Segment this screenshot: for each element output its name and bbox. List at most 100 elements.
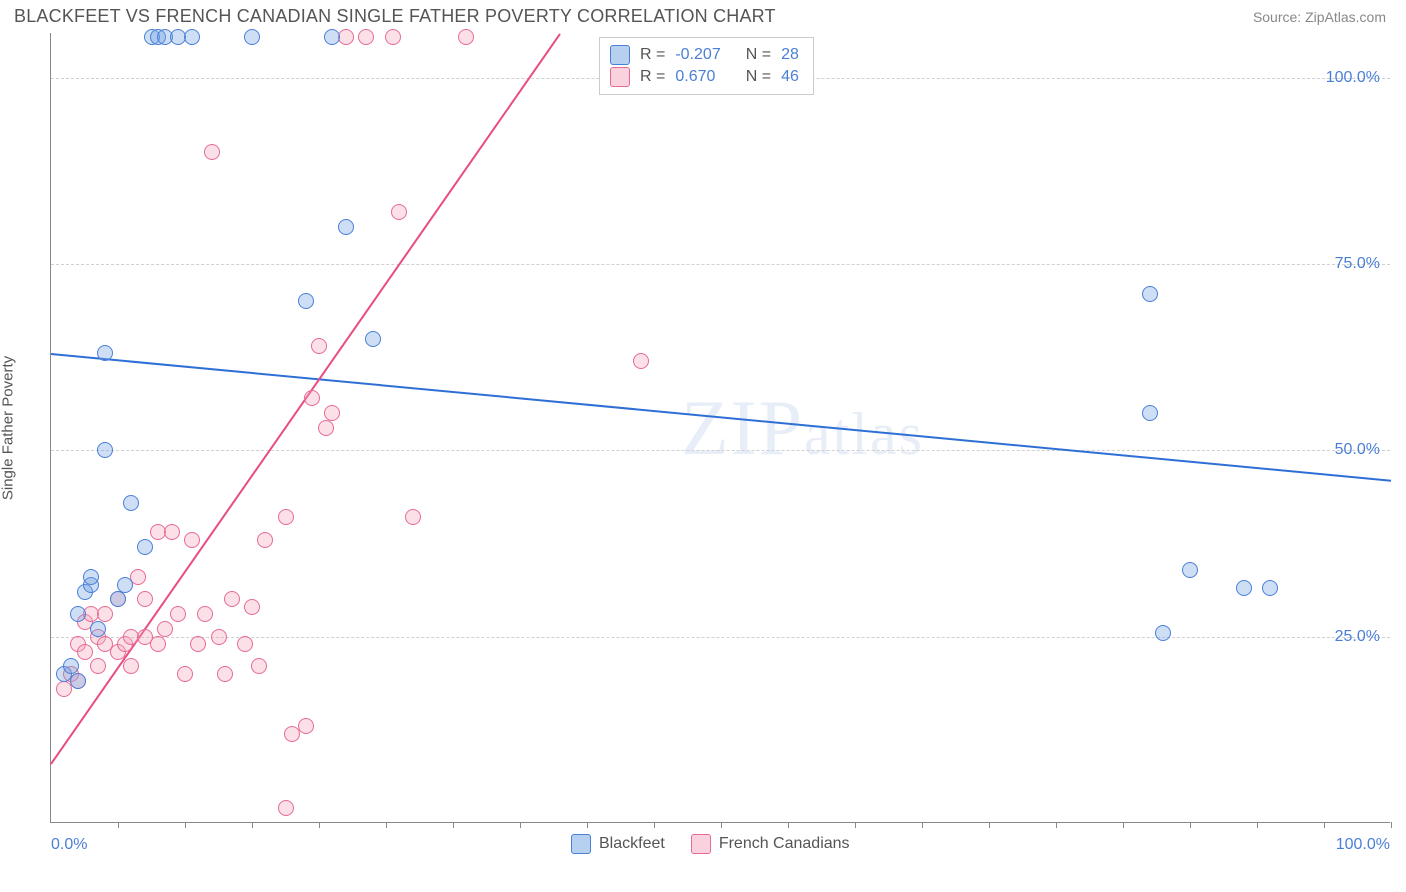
scatter-point [1142,286,1158,302]
scatter-point [97,345,113,361]
scatter-point [90,621,106,637]
scatter-point [90,658,106,674]
x-tick [721,822,722,828]
legend-item: Blackfeet [571,834,665,854]
scatter-point [244,599,260,615]
x-tick [185,822,186,828]
bottom-legend: Blackfeet French Canadians [571,834,850,854]
x-tick [654,822,655,828]
scatter-point [405,509,421,525]
y-tick-label: 100.0% [1326,69,1380,87]
stat-r-value: 0.670 [675,68,731,86]
x-tick [319,822,320,828]
legend-label: Blackfeet [599,835,665,853]
x-tick-label: 0.0% [51,836,87,854]
x-tick [520,822,521,828]
chart-title: BLACKFEET VS FRENCH CANADIAN SINGLE FATH… [14,6,776,27]
scatter-point [298,293,314,309]
scatter-point [70,673,86,689]
regression-line [51,353,1391,482]
y-tick-label: 25.0% [1335,628,1380,646]
scatter-point [318,420,334,436]
scatter-point [458,29,474,45]
scatter-point [217,666,233,682]
scatter-point [97,442,113,458]
stat-r-value: -0.207 [675,46,731,64]
scatter-point [224,591,240,607]
scatter-point [110,591,126,607]
scatter-point [197,606,213,622]
scatter-point [137,539,153,555]
scatter-point [1155,625,1171,641]
scatter-point [251,658,267,674]
scatter-point [177,666,193,682]
stat-r-label: R = [640,68,665,86]
scatter-point [1142,405,1158,421]
scatter-point [257,532,273,548]
scatter-point [304,390,320,406]
gridline [51,264,1390,265]
scatter-point [338,219,354,235]
legend-swatch [610,45,630,65]
chart-container: Single Father Poverty ZIPatlas 25.0%50.0… [14,33,1392,823]
scatter-point [204,144,220,160]
x-tick [989,822,990,828]
scatter-point [324,405,340,421]
legend-item: French Canadians [691,834,850,854]
scatter-point [311,338,327,354]
stats-row: R = 0.670 N = 46 [610,66,799,88]
scatter-point [164,524,180,540]
scatter-point [358,29,374,45]
x-tick [1391,822,1392,828]
scatter-point [77,644,93,660]
gridline [51,637,1390,638]
x-tick [453,822,454,828]
scatter-point [633,353,649,369]
source-attribution: Source: ZipAtlas.com [1253,9,1386,25]
scatter-point [150,636,166,652]
x-tick [1056,822,1057,828]
stat-n-value: 28 [781,46,799,64]
scatter-point [244,29,260,45]
x-tick [587,822,588,828]
x-tick [1123,822,1124,828]
x-tick [1190,822,1191,828]
legend-swatch [610,67,630,87]
scatter-point [365,331,381,347]
scatter-point [83,569,99,585]
x-tick [1324,822,1325,828]
scatter-point [117,577,133,593]
y-axis-label: Single Father Poverty [0,356,17,500]
scatter-plot: ZIPatlas 25.0%50.0%75.0%100.0%0.0%100.0%… [50,33,1390,823]
scatter-point [70,606,86,622]
stats-row: R =-0.207 N =28 [610,44,799,66]
x-tick [386,822,387,828]
scatter-point [237,636,253,652]
x-tick-label: 100.0% [1336,836,1390,854]
stat-r-label: R = [640,46,665,64]
stat-n-label: N = [741,68,771,86]
scatter-point [184,29,200,45]
legend-label: French Canadians [719,835,850,853]
stats-legend-box: R = -0.207 N = 28 R = 0.670 N = 46 [599,37,814,95]
scatter-point [1236,580,1252,596]
scatter-point [63,658,79,674]
scatter-point [123,495,139,511]
x-tick [855,822,856,828]
x-tick [788,822,789,828]
scatter-point [1182,562,1198,578]
legend-swatch [691,834,711,854]
scatter-point [123,658,139,674]
legend-swatch [571,834,591,854]
scatter-point [211,629,227,645]
scatter-point [298,718,314,734]
scatter-point [184,532,200,548]
scatter-point [190,636,206,652]
y-tick-label: 50.0% [1335,441,1380,459]
watermark-zip: ZIP [681,384,804,471]
scatter-point [1262,580,1278,596]
scatter-point [170,606,186,622]
scatter-point [385,29,401,45]
stat-n-value: 46 [781,68,799,86]
x-tick [922,822,923,828]
